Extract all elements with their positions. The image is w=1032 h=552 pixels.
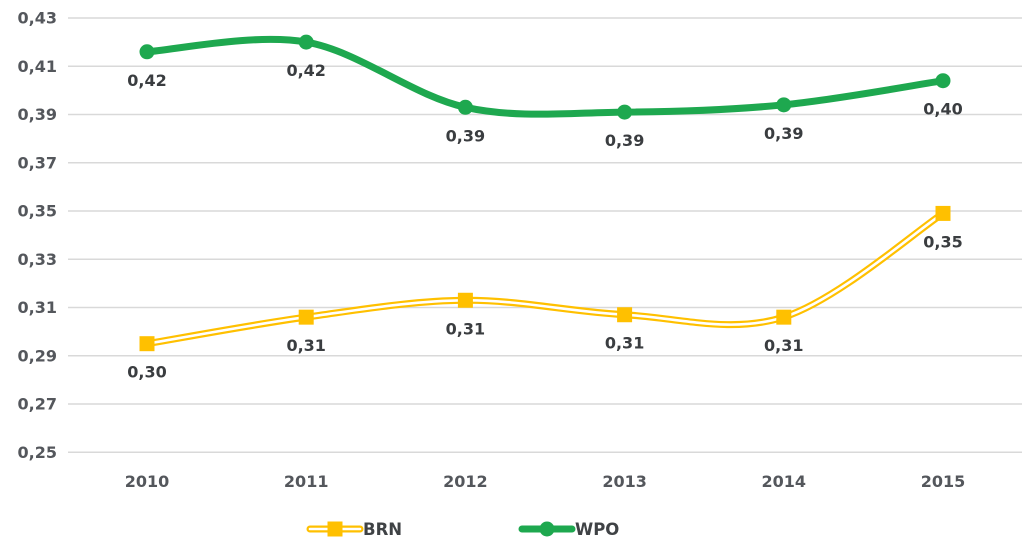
y-axis-tick-label: 0,39 [18, 105, 57, 124]
data-label-wpo-2014: 0,39 [764, 124, 803, 143]
data-point-brn-2011 [298, 309, 314, 325]
data-label-wpo-2012: 0,39 [446, 126, 485, 145]
data-label-brn-2012: 0,31 [446, 319, 485, 338]
data-point-wpo-2013 [617, 104, 633, 120]
data-label-brn-2015: 0,35 [923, 232, 962, 251]
data-point-wpo-2010 [139, 44, 155, 60]
data-point-brn-2015 [935, 205, 951, 221]
data-label-wpo-2015: 0,40 [923, 100, 962, 119]
y-axis-tick-label: 0,25 [18, 443, 57, 462]
legend-marker-brn [327, 521, 343, 537]
series-line-wpo [143, 35, 947, 118]
data-point-wpo-2011 [298, 34, 314, 50]
data-point-brn-2010 [139, 336, 155, 352]
data-point-wpo-2015 [935, 73, 951, 89]
data-label-brn-2011: 0,31 [286, 336, 325, 355]
legend-marker-wpo [539, 521, 555, 537]
y-axis-tick-label: 0,43 [18, 9, 57, 28]
data-label-brn-2010: 0,30 [127, 363, 166, 382]
y-axis-tick-label: 0,33 [18, 250, 57, 269]
y-axis-tick-label: 0,31 [18, 298, 57, 317]
x-axis-tick-label: 2015 [921, 472, 966, 491]
data-label-brn-2014: 0,31 [764, 336, 803, 355]
data-point-brn-2012 [457, 292, 473, 308]
data-label-brn-2013: 0,31 [605, 334, 644, 353]
data-point-wpo-2014 [776, 97, 792, 113]
x-axis-tick-label: 2014 [762, 472, 807, 491]
y-axis-tick-label: 0,37 [18, 153, 57, 172]
y-axis-tick-label: 0,27 [18, 395, 57, 414]
legend-label-wpo: WPO [575, 520, 619, 539]
y-axis-tick-label: 0,41 [18, 57, 57, 76]
y-axis-tick-label: 0,35 [18, 202, 57, 221]
x-axis-tick-label: 2011 [284, 472, 329, 491]
x-axis-tick-label: 2013 [602, 472, 647, 491]
x-axis-tick-label: 2010 [125, 472, 170, 491]
y-axis-tick-label: 0,29 [18, 346, 57, 365]
data-point-brn-2013 [617, 307, 633, 323]
x-axis-tick-label: 2012 [443, 472, 488, 491]
data-label-wpo-2010: 0,42 [127, 71, 166, 90]
data-point-brn-2014 [776, 309, 792, 325]
data-label-wpo-2013: 0,39 [605, 131, 644, 150]
data-label-wpo-2011: 0,42 [286, 61, 325, 80]
data-point-wpo-2012 [457, 99, 473, 115]
legend-label-brn: BRN [363, 520, 402, 539]
series-line-inner-stripe-brn [145, 212, 945, 345]
